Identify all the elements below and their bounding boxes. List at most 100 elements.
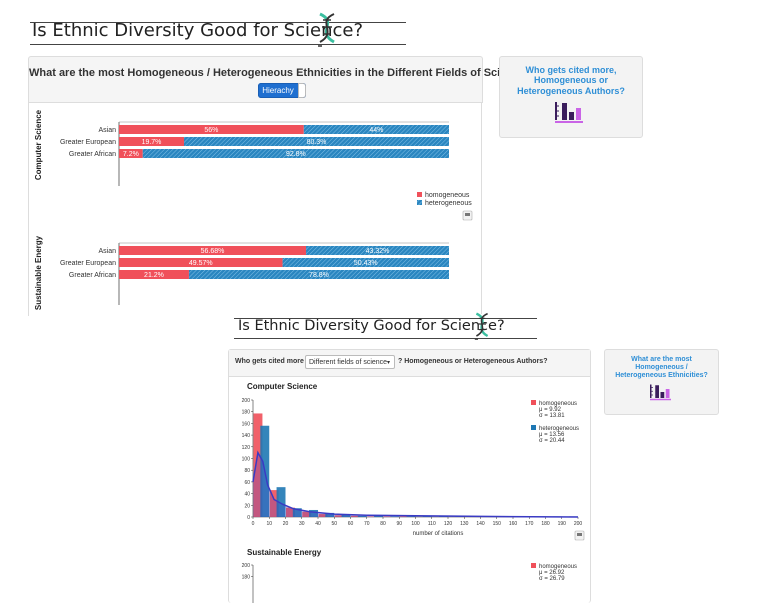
hist-bar-heterogeneous bbox=[357, 515, 367, 517]
y-tick-label: 0 bbox=[247, 515, 250, 521]
y-tick-label: 60 bbox=[244, 480, 250, 486]
app-title-2: Is Ethnic Diversity Good for Science? bbox=[238, 318, 505, 334]
x-tick-label: 60 bbox=[348, 521, 354, 527]
bar-heterogeneous-greater-african bbox=[188, 270, 449, 279]
hist-bar-homogeneous bbox=[286, 507, 295, 517]
y-tick-label: 180 bbox=[242, 410, 251, 416]
hist-legend-heterogeneous-label: heterogeneous bbox=[539, 426, 579, 432]
hist-bar-homogeneous bbox=[334, 515, 344, 517]
legend-homogeneous-label: homogeneous bbox=[425, 192, 470, 199]
hist-legend-homogeneous-mean: μ = 9.92 bbox=[539, 407, 562, 413]
title-top-rule bbox=[30, 22, 406, 23]
x-tick-label: 20 bbox=[283, 521, 289, 527]
y-tick-label: 160 bbox=[242, 421, 251, 427]
hist-legend-homogeneous-sd: σ = 13.81 bbox=[539, 413, 565, 419]
hist-bar-homogeneous bbox=[367, 516, 377, 517]
bar-heterogeneous-asian bbox=[303, 125, 449, 134]
field-select-value: Different fields of science bbox=[309, 359, 388, 366]
category-label-greater-african: Greater African bbox=[69, 272, 116, 279]
field-select[interactable]: Different fields of science ▾ bbox=[305, 355, 395, 369]
hist-bar-homogeneous bbox=[302, 511, 312, 517]
hist-legend-homogeneous-swatch bbox=[531, 400, 536, 405]
hist-bar-homogeneous bbox=[383, 516, 393, 517]
hist-xlabel: number of citations bbox=[413, 531, 464, 537]
bar-label-heterogeneous-greater-european: 80.3% bbox=[307, 139, 327, 146]
sustainable-energy-bar-chart: Sustainable Energy Asian 56.68% 43.32% Great… bbox=[34, 235, 449, 310]
nav-box-ethnicities-label: What are the most Homogeneous / Heteroge… bbox=[615, 356, 708, 380]
bar-heterogeneous-greater-european bbox=[282, 258, 449, 267]
legend-heterogeneous-swatch bbox=[417, 200, 422, 205]
x-tick-label: 200 bbox=[574, 521, 583, 527]
x-tick-label: 30 bbox=[299, 521, 305, 527]
y-tick-label: 120 bbox=[242, 445, 251, 451]
hist-bar-heterogeneous bbox=[325, 512, 335, 517]
se-legend-homogeneous-swatch bbox=[531, 563, 536, 568]
hist-bar-heterogeneous bbox=[292, 508, 302, 517]
hierarchy-toggle[interactable]: Hierachy bbox=[258, 83, 306, 98]
bar-homogeneous-greater-african bbox=[119, 270, 189, 279]
category-label-greater-european: Greater European bbox=[60, 260, 116, 267]
bar-label-homogeneous-greater-european: 19.7% bbox=[142, 139, 162, 146]
y-tick-label: 100 bbox=[242, 457, 251, 463]
bar-chart-icon bbox=[555, 102, 583, 124]
x-tick-label: 40 bbox=[315, 521, 321, 527]
bar-heterogeneous-greater-european bbox=[184, 137, 449, 146]
hist-bar-heterogeneous bbox=[422, 516, 432, 517]
question-suffix: ? Homogeneous or Heterogeneous Authors? bbox=[398, 358, 548, 365]
citations-panel-header: Who gets cited more in Different fields … bbox=[229, 350, 590, 377]
y-tick-label: 20 bbox=[244, 503, 250, 509]
hist-bar-heterogeneous bbox=[406, 516, 416, 517]
x-tick-label: 50 bbox=[331, 521, 337, 527]
x-tick-label: 10 bbox=[266, 521, 272, 527]
bar-chart-icon-2 bbox=[649, 384, 671, 401]
save-chart-icon-2[interactable] bbox=[574, 530, 585, 541]
computer-science-bar-chart: Computer Science Asian 56% 44% Greater Europ… bbox=[34, 109, 449, 186]
dna-icon-2 bbox=[474, 312, 489, 340]
nav-box-ethnicities[interactable]: What are the most Homogeneous / Heteroge… bbox=[604, 349, 719, 415]
hist-bar-homogeneous bbox=[318, 514, 328, 517]
ethnicity-chart: Computer Science Asian 56% 44% Greater Europ… bbox=[34, 109, 473, 310]
x-tick-label: 130 bbox=[460, 521, 469, 527]
toggle-knob[interactable] bbox=[298, 83, 306, 98]
citations-histogram: Computer Science 02040608010012014016018… bbox=[242, 382, 585, 603]
category-label-asian: Asian bbox=[98, 127, 116, 134]
bar-label-heterogeneous-greater-european: 50.43% bbox=[354, 260, 378, 267]
citations-panel: Who gets cited more in Different fields … bbox=[228, 349, 591, 603]
title-top-rule-2 bbox=[234, 318, 537, 319]
field-label-computer-science: Computer Science bbox=[34, 109, 43, 180]
app-title: Is Ethnic Diversity Good for Science? bbox=[32, 20, 363, 41]
chevron-down-icon: ▾ bbox=[386, 360, 390, 366]
x-tick-label: 180 bbox=[541, 521, 550, 527]
save-chart-icon[interactable] bbox=[462, 210, 473, 221]
category-label-greater-european: Greater European bbox=[60, 139, 116, 146]
hist-legend-homogeneous-label: homogeneous bbox=[539, 401, 577, 407]
bar-label-heterogeneous-asian: 44% bbox=[369, 127, 383, 134]
nav-box-citations[interactable]: Who gets cited more, Homogeneous or Hete… bbox=[499, 56, 643, 138]
y-tick-label: 200 bbox=[242, 398, 251, 404]
bar-label-heterogeneous-greater-african: 78.8% bbox=[309, 272, 329, 279]
x-tick-label: 0 bbox=[252, 521, 255, 527]
bar-heterogeneous-greater-african bbox=[142, 149, 449, 158]
category-label-asian: Asian bbox=[98, 248, 116, 255]
x-tick-label: 150 bbox=[493, 521, 502, 527]
y-tick-label: 140 bbox=[242, 433, 251, 439]
kde-curve bbox=[252, 450, 579, 518]
legend-heterogeneous-label: heterogeneous bbox=[425, 200, 472, 207]
title-bottom-rule bbox=[30, 44, 406, 45]
x-tick-label: 170 bbox=[525, 521, 534, 527]
bar-homogeneous-greater-african bbox=[119, 149, 143, 158]
se-legend-homogeneous-mean: μ = 26.92 bbox=[539, 570, 565, 576]
hist-legend-heterogeneous-mean: μ = 13.56 bbox=[539, 432, 565, 438]
legend-homogeneous-swatch bbox=[417, 192, 422, 197]
x-tick-label: 140 bbox=[476, 521, 485, 527]
se-legend-homogeneous-label: homogeneous bbox=[539, 564, 577, 570]
bar-homogeneous-asian bbox=[119, 125, 304, 134]
hist-bar-heterogeneous bbox=[374, 515, 383, 517]
hist-bar-heterogeneous bbox=[390, 516, 400, 517]
se-y-tick-label: 200 bbox=[242, 563, 251, 569]
hist-legend: homogeneous μ = 9.92 σ = 13.81 heterogen… bbox=[531, 400, 579, 444]
field-label-sustainable-energy: Sustainable Energy bbox=[34, 235, 43, 310]
y-tick-label: 80 bbox=[244, 468, 250, 474]
panel-divider bbox=[28, 102, 481, 103]
kde-area bbox=[253, 452, 578, 517]
